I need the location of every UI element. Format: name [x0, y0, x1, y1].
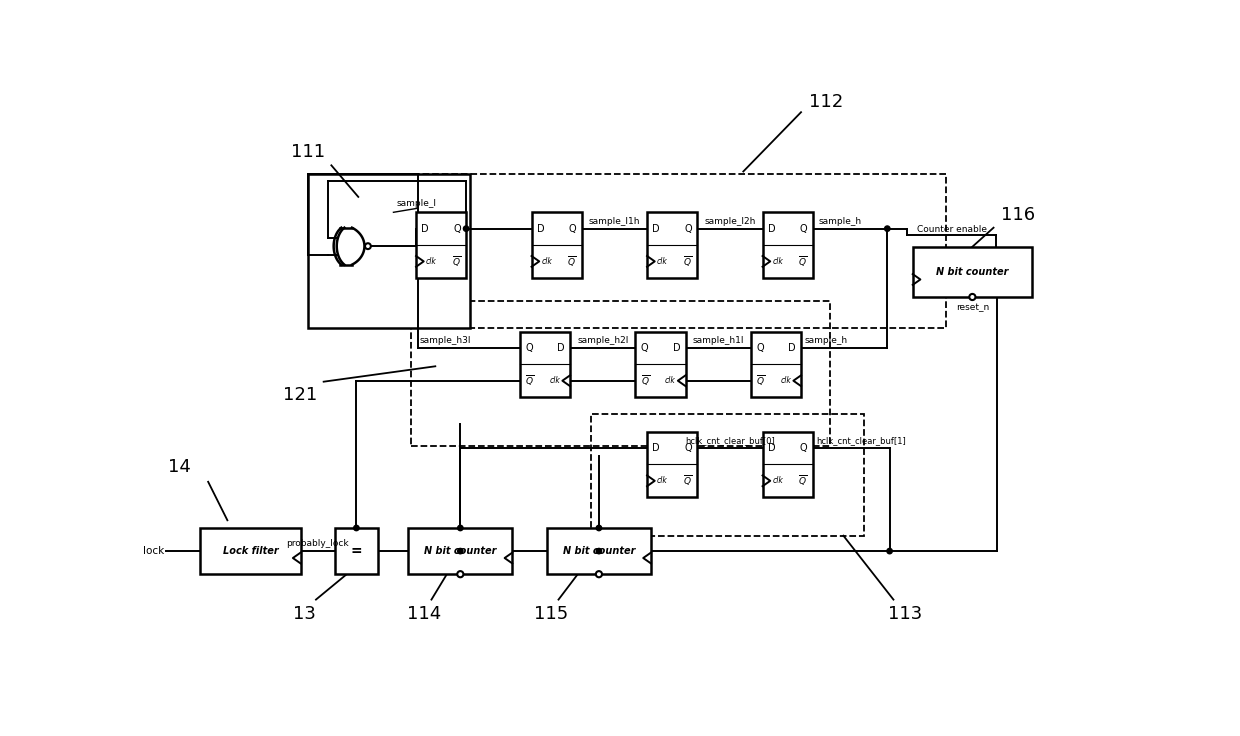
- Text: 14: 14: [167, 459, 191, 476]
- Bar: [763, 212, 812, 277]
- Text: D: D: [557, 343, 564, 353]
- Circle shape: [970, 294, 976, 300]
- Text: Q: Q: [641, 343, 649, 353]
- Text: Q: Q: [569, 224, 577, 233]
- Bar: [547, 528, 651, 574]
- Text: sample_h1l: sample_h1l: [692, 336, 744, 345]
- Text: $\overline{Q}$: $\overline{Q}$: [756, 373, 765, 388]
- Bar: [410, 301, 831, 445]
- Text: D: D: [789, 343, 796, 353]
- Text: sample_h: sample_h: [818, 216, 862, 225]
- Text: $\overline{Q}$: $\overline{Q}$: [683, 473, 692, 488]
- Text: D: D: [537, 224, 544, 233]
- Bar: [408, 528, 512, 574]
- Bar: [532, 212, 582, 277]
- Text: Lock filter: Lock filter: [223, 546, 278, 556]
- Circle shape: [596, 526, 601, 531]
- Text: D: D: [768, 224, 775, 233]
- Text: sample_l2h: sample_l2h: [704, 216, 755, 225]
- Text: Q: Q: [756, 343, 764, 353]
- Circle shape: [458, 548, 463, 553]
- Text: sample_l: sample_l: [397, 199, 436, 208]
- Circle shape: [596, 571, 601, 577]
- Circle shape: [353, 526, 360, 531]
- Text: 113: 113: [888, 605, 923, 623]
- Bar: [590, 414, 864, 536]
- Bar: [635, 332, 686, 397]
- Text: Counter enable: Counter enable: [916, 225, 987, 234]
- Text: $\overline{Q}$: $\overline{Q}$: [451, 254, 461, 269]
- Text: clk: clk: [657, 476, 668, 485]
- Text: $\overline{Q}$: $\overline{Q}$: [526, 373, 534, 388]
- Text: reset_n: reset_n: [956, 303, 990, 312]
- Text: N bit counter: N bit counter: [563, 546, 635, 556]
- Text: Q: Q: [453, 224, 461, 233]
- Text: 13: 13: [293, 605, 316, 623]
- Text: $\overline{Q}$: $\overline{Q}$: [567, 254, 577, 269]
- Text: 112: 112: [808, 93, 843, 110]
- Text: clk: clk: [780, 376, 791, 385]
- Text: lock: lock: [143, 546, 164, 556]
- Bar: [410, 174, 946, 328]
- Text: Q: Q: [526, 343, 533, 353]
- Text: sample_h2l: sample_h2l: [577, 336, 629, 345]
- Text: Q: Q: [684, 443, 692, 453]
- Text: clk: clk: [657, 257, 668, 266]
- Text: clk: clk: [773, 476, 784, 485]
- Circle shape: [884, 226, 890, 231]
- Text: sample_h3l: sample_h3l: [420, 336, 471, 345]
- Bar: [763, 432, 812, 498]
- Bar: [201, 528, 300, 574]
- Bar: [309, 174, 470, 328]
- Text: D: D: [672, 343, 681, 353]
- Text: $\overline{Q}$: $\overline{Q}$: [799, 473, 807, 488]
- Text: $\overline{Q}$: $\overline{Q}$: [641, 373, 650, 388]
- Bar: [335, 528, 377, 574]
- Bar: [913, 247, 1032, 297]
- Text: 114: 114: [407, 605, 441, 623]
- Text: clk: clk: [542, 257, 552, 266]
- Text: $\overline{Q}$: $\overline{Q}$: [799, 254, 807, 269]
- Text: sample_l1h: sample_l1h: [589, 216, 640, 225]
- Bar: [520, 332, 570, 397]
- Text: D: D: [652, 224, 660, 233]
- Text: 121: 121: [284, 386, 317, 403]
- Bar: [647, 432, 697, 498]
- Text: clk: clk: [773, 257, 784, 266]
- Text: 111: 111: [291, 143, 325, 160]
- Text: hclk_cnt_clear_buf[0]: hclk_cnt_clear_buf[0]: [684, 436, 775, 445]
- Text: =: =: [351, 544, 362, 558]
- Text: Q: Q: [684, 224, 692, 233]
- Text: 115: 115: [533, 605, 568, 623]
- Text: sample_h: sample_h: [805, 336, 848, 345]
- Bar: [751, 332, 801, 397]
- Text: hclk_cnt_clear_buf[1]: hclk_cnt_clear_buf[1]: [816, 436, 906, 445]
- Text: 116: 116: [1001, 206, 1035, 224]
- Text: probably_lock: probably_lock: [286, 539, 350, 548]
- Circle shape: [458, 526, 463, 531]
- Bar: [647, 212, 697, 277]
- Text: D: D: [768, 443, 775, 453]
- Circle shape: [458, 571, 464, 577]
- Circle shape: [887, 548, 893, 553]
- Text: Q: Q: [800, 443, 807, 453]
- Text: clk: clk: [549, 376, 560, 385]
- Circle shape: [464, 226, 469, 231]
- Text: D: D: [422, 224, 429, 233]
- Text: clk: clk: [665, 376, 676, 385]
- Bar: [417, 212, 466, 277]
- Text: D: D: [652, 443, 660, 453]
- Text: N bit counter: N bit counter: [936, 267, 1008, 277]
- Circle shape: [596, 548, 601, 553]
- Text: $\overline{Q}$: $\overline{Q}$: [683, 254, 692, 269]
- Circle shape: [365, 243, 371, 249]
- Text: clk: clk: [427, 257, 436, 266]
- Text: N bit counter: N bit counter: [424, 546, 496, 556]
- Text: Q: Q: [800, 224, 807, 233]
